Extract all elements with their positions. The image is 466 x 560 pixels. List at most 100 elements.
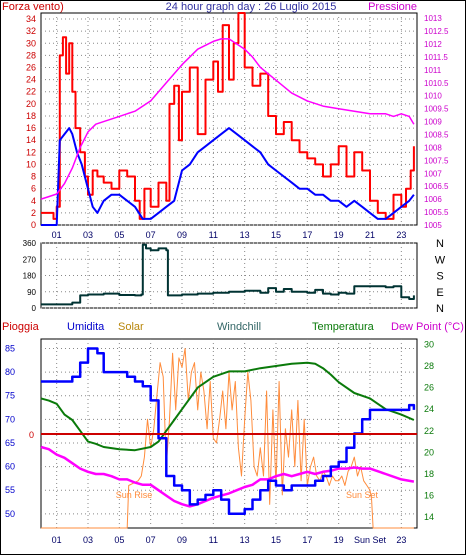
wind-y-tick: 24 (26, 75, 36, 85)
x-tick-label: 17 (302, 230, 312, 240)
pressure-y-tick: 1009 (424, 118, 442, 127)
temp-y-tick: 18 (424, 469, 434, 479)
humidity-y-tick: 65 (5, 438, 15, 448)
temp-series (40, 347, 416, 529)
pressure-y-tick: 1010 (424, 92, 442, 101)
x-tick-label: 21 (365, 230, 375, 240)
compass-label: S (436, 271, 443, 283)
pressure-y-tick: 1006.5 (424, 182, 449, 191)
x-tick-label: 07 (146, 230, 156, 240)
x-tick-label: 09 (177, 230, 187, 240)
x-tick-label: 23 (396, 535, 406, 545)
temp-y-ticks: 14 16 18 20 22 24 26 28 30 (424, 339, 434, 522)
wind-x-ticks: 01 03 05 07 09 11 13 15 17 19 21 23 (52, 230, 407, 240)
winddir-y-tick: 270 (23, 255, 37, 264)
x-tick-label: 13 (240, 535, 250, 545)
humidity-y-tick: 70 (5, 414, 15, 424)
chart-title: 24 hour graph day : 26 Luglio 2015 (166, 1, 337, 13)
pressure-y-tick: 1005 (424, 221, 442, 230)
wind-y-tick: 18 (26, 111, 36, 121)
wind-y-tick: 22 (26, 87, 36, 97)
pressure-y-tick: 1012.5 (424, 27, 449, 36)
pressure-y-tick: 1013 (424, 14, 442, 23)
wind-y-tick: 2 (31, 208, 36, 218)
pressure-axis-label: Pressione (368, 1, 417, 13)
x-tick-label: 05 (114, 535, 124, 545)
wind-y-tick: 34 (26, 14, 36, 24)
x-tick-label: 17 (302, 535, 312, 545)
wind-axis-label: Forza vento) (2, 1, 64, 13)
x-tick-label: 15 (271, 535, 281, 545)
temp-y-tick: 22 (424, 426, 434, 436)
wind-y-tick: 4 (31, 196, 36, 206)
wind-y-tick: 28 (26, 50, 36, 60)
pressure-y-tick: 1005.5 (424, 208, 449, 217)
x-tick-label: 11 (209, 230, 218, 240)
wind-y-tick: 16 (26, 123, 36, 133)
compass-label: N (436, 303, 444, 315)
humidity-y-tick: 50 (5, 509, 15, 519)
humidity-y-tick: 60 (5, 462, 15, 472)
rain-label: Pioggia (2, 321, 40, 333)
pressure-y-tick: 1008 (424, 143, 442, 152)
humidity-y-tick: 80 (5, 367, 15, 377)
x-tick-label: 01 (52, 535, 62, 545)
x-tick-label: 01 (52, 230, 62, 240)
wind-speed-line (41, 127, 415, 226)
x-tick-label: 15 (271, 230, 281, 240)
wind-y-tick: 14 (26, 135, 36, 145)
pressure-y-tick: 1009.5 (424, 105, 449, 114)
pressure-y-tick: 1008.5 (424, 131, 449, 140)
temp-y-tick: 16 (424, 491, 434, 501)
x-tick-label: 03 (83, 535, 93, 545)
winddir-line (41, 243, 415, 306)
wind-y-tick: 26 (26, 63, 36, 73)
solar-line (41, 348, 414, 529)
winddir-y-tick: 0 (32, 304, 37, 313)
wind-y-tick: 0 (31, 220, 36, 230)
temp-y-tick: 20 (424, 447, 434, 457)
pressure-y-ticks: 1005 1005.5 1006 1006.5 1007 1007.5 1008 1008.5… (424, 14, 449, 230)
wind-series (40, 12, 415, 226)
x-tick-label: 03 (83, 230, 93, 240)
legend-windchill: Windchill (217, 321, 261, 333)
pressure-y-tick: 1011 (424, 66, 442, 75)
pressure-y-tick: 1006 (424, 195, 442, 204)
winddir-y-tick: 360 (23, 239, 37, 248)
temperature-line (40, 361, 415, 452)
x-tick-label: 07 (146, 535, 156, 545)
temp-y-tick: 24 (424, 404, 434, 414)
x-tick-label: 13 (240, 230, 250, 240)
legend-solar: Solar (118, 321, 144, 333)
humidity-y-ticks: 50 55 60 65 70 75 80 85 (5, 343, 15, 518)
humidity-y-tick: 85 (5, 343, 15, 353)
humidity-y-tick: 55 (5, 485, 15, 495)
sun-set-label: Sun Set (346, 490, 379, 500)
x-tick-label: 09 (177, 535, 187, 545)
sun-set-axis-label: Sun Set (354, 535, 387, 545)
winddir-grid (41, 242, 417, 309)
humidity-line (41, 347, 416, 516)
x-tick-label: 19 (334, 535, 344, 545)
wind-y-tick: 6 (31, 184, 36, 194)
wind-y-tick: 8 (31, 172, 36, 182)
temp-y-tick: 14 (424, 512, 434, 522)
humidity-y-tick: 75 (5, 391, 15, 401)
legend-temperatura: Temperatura (312, 321, 375, 333)
winddir-y-tick: 90 (27, 288, 36, 297)
wind-y-tick: 30 (26, 38, 36, 48)
temp-y-tick: 28 (424, 361, 434, 371)
temp-y-tick: 26 (424, 383, 434, 393)
legend-dewpoint: Dew Point (°C) (391, 321, 464, 333)
pressure-y-tick: 1012 (424, 40, 442, 49)
temp-y-tick: 30 (424, 339, 434, 349)
winddir-y-ticks: 0 90 180 270 360 (23, 239, 37, 313)
x-tick-label: 05 (114, 230, 124, 240)
pressure-line (40, 38, 415, 200)
legend-umidita: Umidita (67, 321, 105, 333)
wind-y-tick: 32 (26, 26, 36, 36)
